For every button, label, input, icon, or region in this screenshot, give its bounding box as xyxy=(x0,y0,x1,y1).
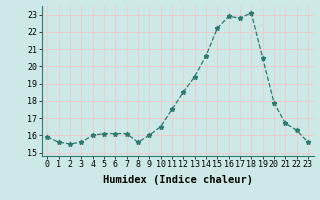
X-axis label: Humidex (Indice chaleur): Humidex (Indice chaleur) xyxy=(103,175,252,185)
